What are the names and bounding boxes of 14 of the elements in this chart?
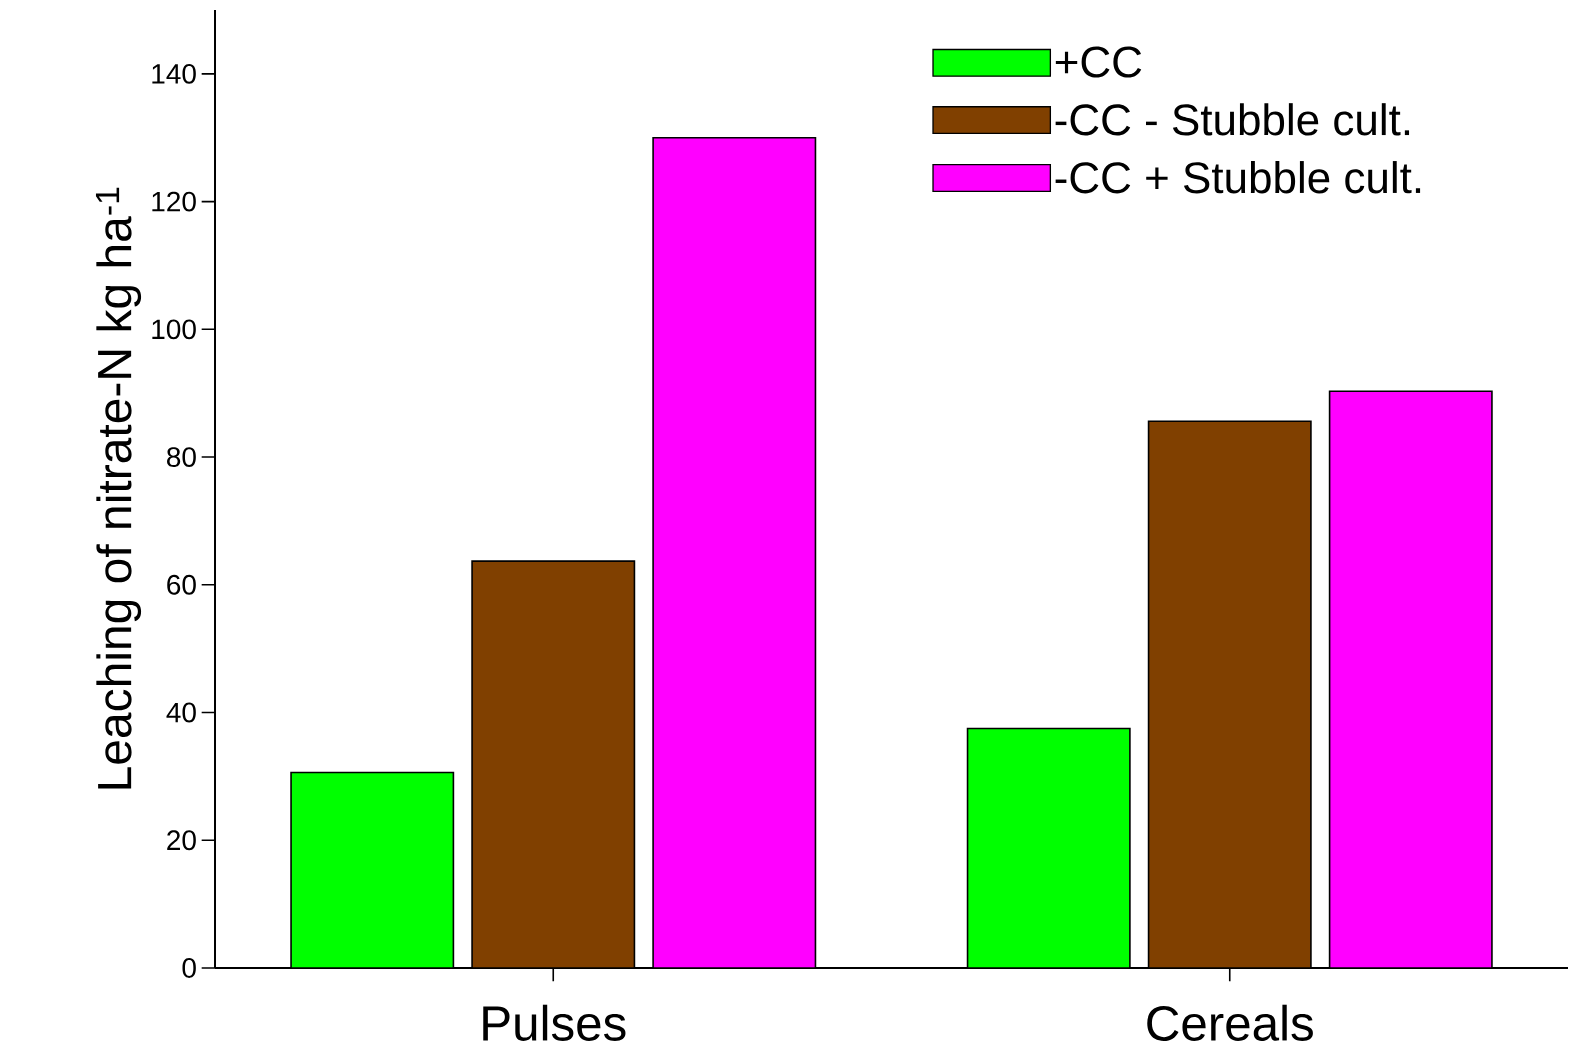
y-tick-label: 40 [166,702,196,723]
y-tick-label: 100 [152,319,196,340]
legend-label: -CC - Stubble cult. [1055,103,1410,136]
x-tick-label: Pulses [483,1004,626,1041]
y-tick-label: 20 [167,830,196,851]
y-tick-label: 60 [167,574,196,595]
legend-label: -CC + Stubble cult. [1055,161,1421,194]
x-tick-label: Cereals [1147,1004,1313,1041]
y-tick-label: 80 [167,447,196,467]
y-tick-label: 120 [152,191,196,212]
y-tick-label: 0 [182,958,196,978]
y-axis-title: Leaching of nitrate-N kg ha$^{-1}$ [95,187,142,789]
legend-label: +CC [1055,46,1142,78]
y-tick-label: 140 [152,63,196,84]
